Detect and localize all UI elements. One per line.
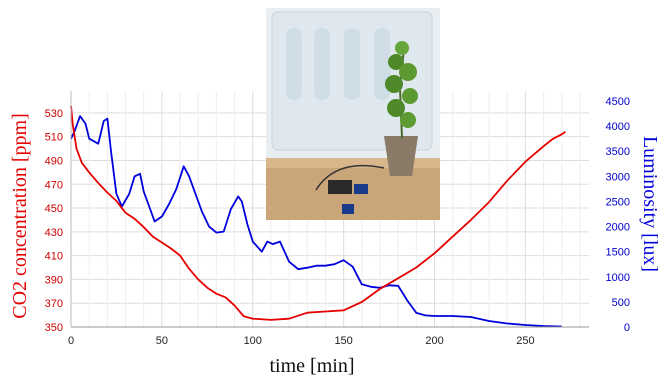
left-tick-label: 390 <box>45 274 63 286</box>
left-axis-title: CO2 concentration [ppm] <box>9 113 31 319</box>
left-tick-label: 450 <box>45 203 63 215</box>
right-tick-label: 2000 <box>606 222 630 234</box>
x-tick-label: 50 <box>156 335 168 347</box>
right-tick-label: 3000 <box>606 171 630 183</box>
right-tick-label: 4500 <box>606 96 630 108</box>
right-axis-ticks: 0 500 1000 1500 2000 2500 3000 3500 4000 4500 <box>606 96 630 334</box>
left-tick-label: 530 <box>45 108 63 120</box>
right-tick-label: 0 <box>624 322 630 334</box>
right-tick-label: 3500 <box>606 146 630 158</box>
right-axis-title: Luminosity [lux] <box>639 136 658 272</box>
left-tick-label: 470 <box>45 179 63 191</box>
x-tick-label: 200 <box>425 335 443 347</box>
luminosity-line <box>70 115 562 328</box>
left-tick-label: 510 <box>45 132 63 144</box>
co2-line <box>70 105 566 321</box>
right-tick-label: 2500 <box>606 196 630 208</box>
left-tick-label: 350 <box>45 322 63 334</box>
right-tick-label: 500 <box>612 297 630 309</box>
x-axis: 0 50 100 150 200 250 <box>68 91 589 347</box>
right-tick-label: 1000 <box>606 272 630 284</box>
left-tick-label: 370 <box>45 298 63 310</box>
luminosity-series <box>70 115 562 328</box>
left-tick-label: 490 <box>45 155 63 167</box>
left-axis-ticks: 350 370 390 410 430 450 470 490 510 530 <box>45 108 63 334</box>
co2-series <box>70 105 566 321</box>
x-tick-label: 150 <box>334 335 352 347</box>
x-axis-title: time [min] <box>270 355 355 377</box>
right-tick-label: 1500 <box>606 247 630 259</box>
left-tick-label: 430 <box>45 227 63 239</box>
left-tick-label: 410 <box>45 251 63 263</box>
x-tick-label: 0 <box>68 335 74 347</box>
x-tick-label: 100 <box>244 335 262 347</box>
x-tick-label: 250 <box>516 335 534 347</box>
plant-setup-photo <box>266 8 440 220</box>
right-tick-label: 4000 <box>606 121 630 133</box>
